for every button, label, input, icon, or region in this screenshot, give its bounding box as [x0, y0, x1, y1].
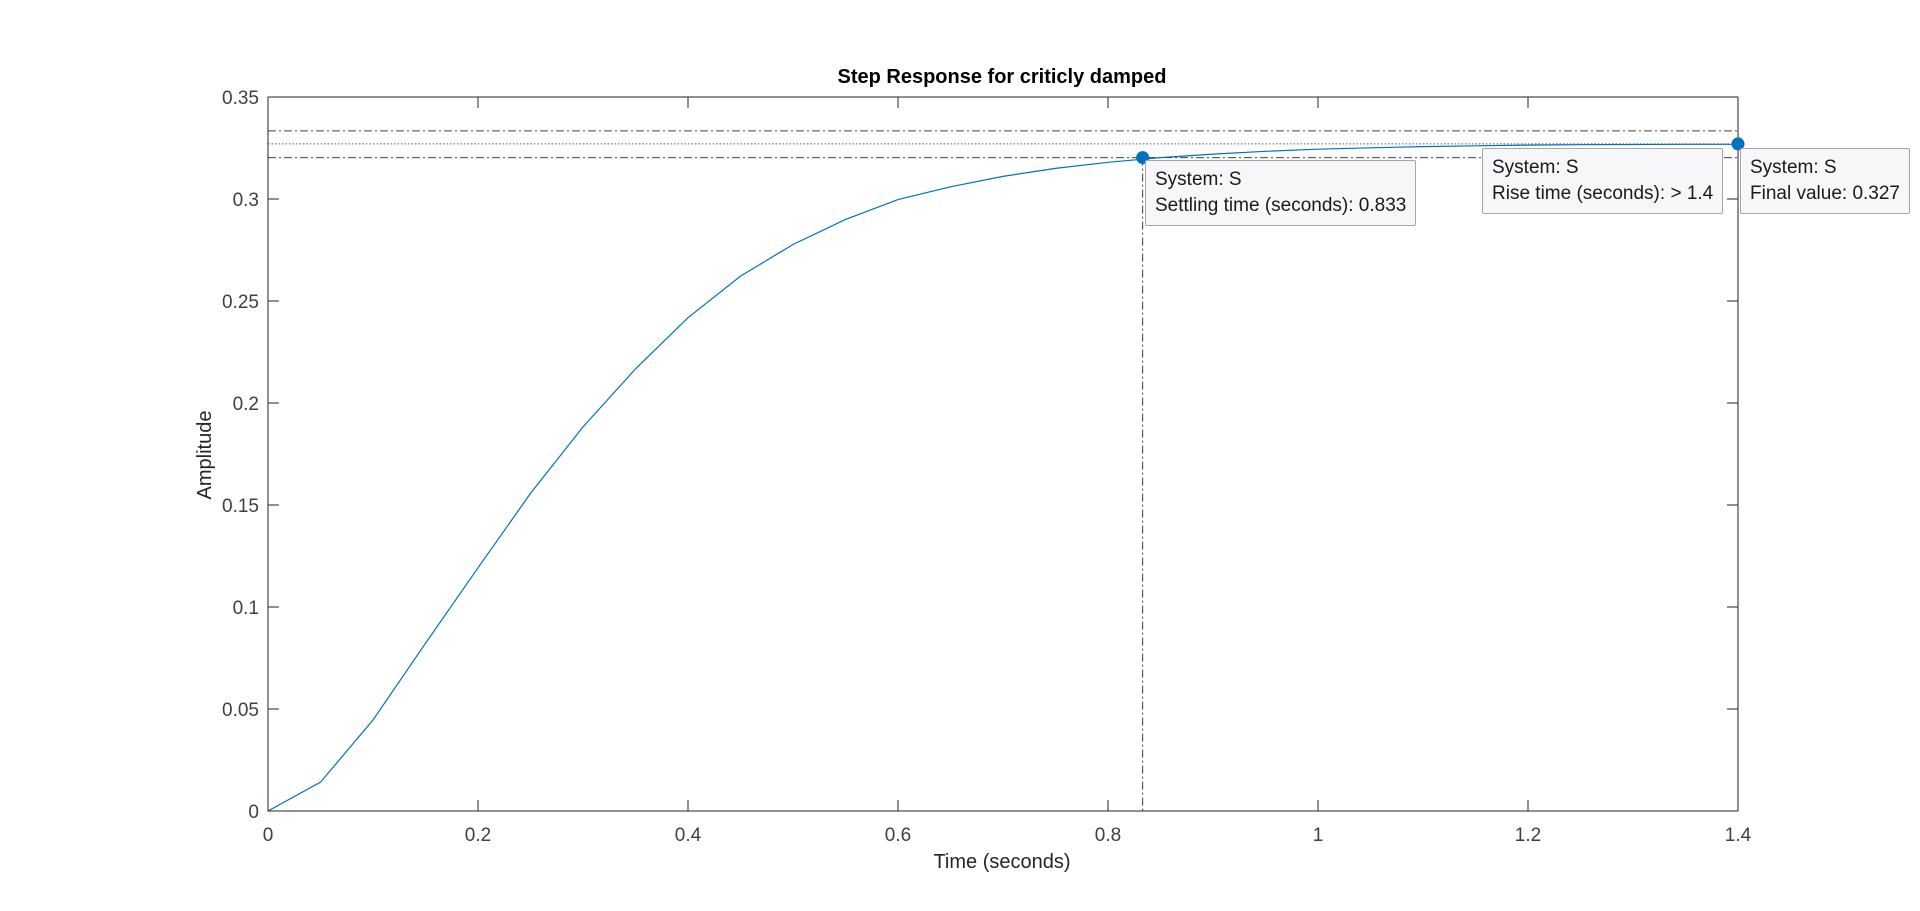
- x-tick-label: 0.2: [465, 825, 491, 846]
- final-value-datatip[interactable]: System: S Final value: 0.327: [1740, 148, 1910, 214]
- x-axis-label: Time (seconds): [933, 851, 1070, 873]
- x-tick-label: 1: [1313, 825, 1324, 846]
- axes-box: [267, 96, 1739, 812]
- x-tick-label: 0.8: [1095, 825, 1121, 846]
- y-tick-label: 0: [248, 802, 259, 823]
- datatip-rise-value: Rise time (seconds): > 1.4: [1492, 183, 1714, 204]
- y-tick-label: 0.3: [233, 190, 259, 211]
- rise-time-datatip[interactable]: System: S Rise time (seconds): > 1.4: [1482, 148, 1724, 214]
- y-axis-label: Amplitude: [194, 411, 216, 500]
- x-tick-label: 0.4: [675, 825, 702, 846]
- y-tick-label: 0.2: [233, 394, 259, 415]
- datatip-system-label: System: S: [1492, 157, 1579, 178]
- datatip-final-value: Final value: 0.327: [1750, 183, 1900, 204]
- y-tick-label: 0.1: [233, 598, 259, 619]
- x-tick-label: 1.2: [1515, 825, 1541, 846]
- datatip-settling-value: Settling time (seconds): 0.833: [1155, 195, 1407, 216]
- y-tick-label: 0.15: [222, 496, 259, 517]
- y-tick-label: 0.05: [222, 700, 259, 721]
- y-tick-label: 0.25: [222, 292, 259, 313]
- chart-title: Step Response for criticly damped: [838, 66, 1167, 88]
- datatip-system-label: System: S: [1750, 157, 1837, 178]
- x-tick-label: 1.4: [1725, 825, 1752, 846]
- step-response-curve: [267, 143, 1738, 812]
- x-tick-label: 0: [263, 825, 274, 846]
- y-tick-label: 0.35: [222, 88, 259, 109]
- datatip-marker-final[interactable]: [1731, 137, 1745, 151]
- x-tick-label: 0.6: [885, 825, 911, 846]
- settling-time-datatip[interactable]: System: S Settling time (seconds): 0.833: [1145, 160, 1417, 226]
- datatip-system-label: System: S: [1155, 169, 1242, 190]
